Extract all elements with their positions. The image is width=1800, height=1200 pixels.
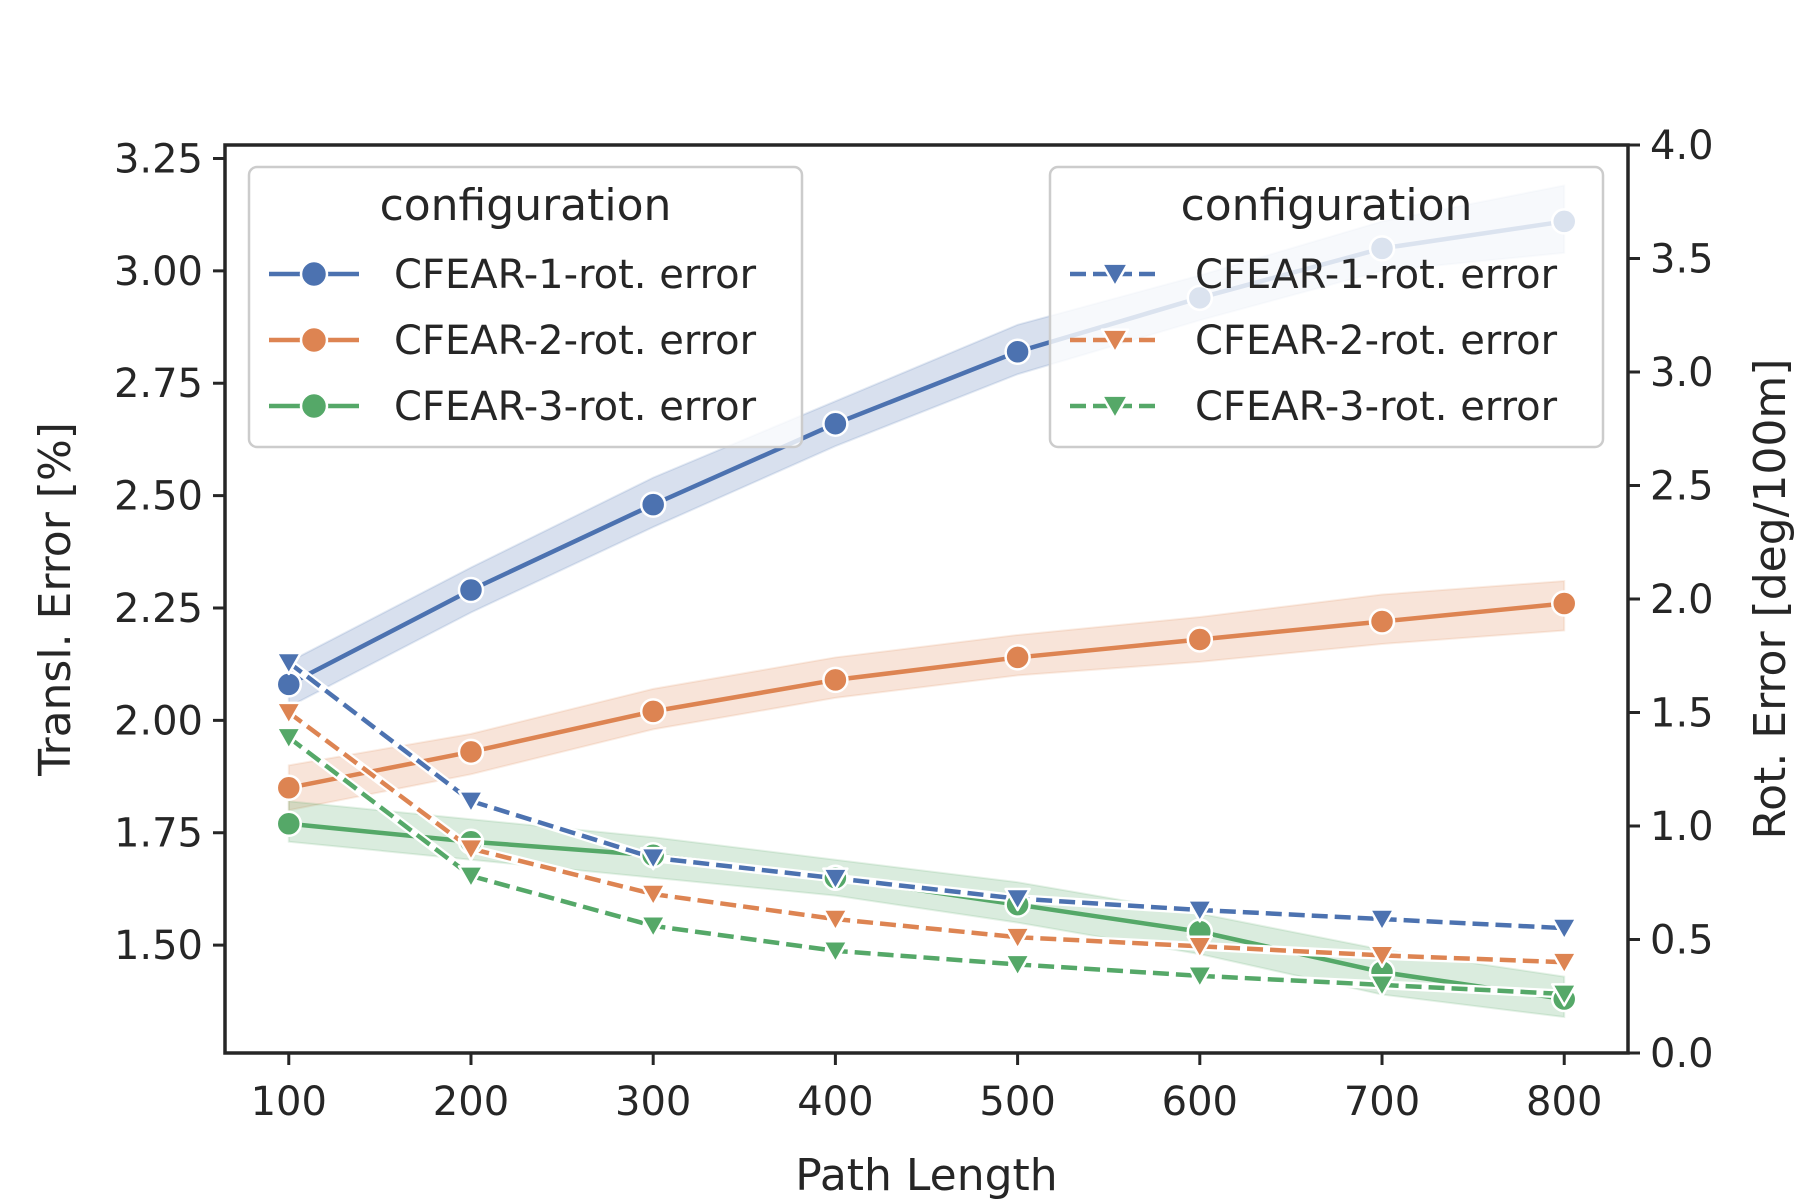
y-right-tick-label: 1.5 (1650, 691, 1714, 737)
rot-point-3-2 (457, 865, 485, 889)
transl-point-2-8 (1550, 590, 1578, 617)
legend-entry-label: CFEAR-2-rot. error (394, 318, 757, 364)
x-tick-label: 300 (615, 1079, 691, 1125)
y-right-tick-label: 3.0 (1650, 350, 1714, 396)
x-tick-label: 200 (433, 1079, 509, 1125)
transl-point-2-1 (275, 774, 303, 802)
x-tick-label: 500 (979, 1079, 1055, 1125)
y-right-tick-label: 1.0 (1650, 804, 1714, 850)
y-left-tick-label: 1.50 (114, 923, 203, 969)
legend-swatch-marker (1100, 262, 1130, 288)
legend-top-left: configuration CFEAR-1-rot. error CFEAR-2-r… (247, 165, 804, 449)
rot-point-2-6 (1186, 935, 1214, 959)
rot-point-2-7 (1368, 944, 1396, 969)
y-right-axis-title: Rot. Error [deg/100m] (1745, 359, 1796, 840)
transl-line-2 (288, 601, 1565, 790)
series-markers (275, 208, 1578, 1013)
y-left-tick-label: 2.00 (114, 698, 203, 744)
transl-point-1-2 (457, 576, 485, 604)
axes: 100 200 300 400 500 600 700 800 1.50 1.75 2.00 2.25… (30, 123, 1796, 1200)
rot-point-3-5 (1004, 953, 1031, 978)
legend-title: configuration (380, 180, 672, 231)
confidence-band-2 (287, 579, 1566, 812)
rot-point-1-3 (639, 846, 667, 871)
y-left-tick-label: 2.50 (114, 474, 203, 520)
rot-point-3-3 (639, 915, 667, 939)
transl-point-2-5 (1004, 644, 1031, 671)
legend-entry-label: CFEAR-3-rot. error (1195, 384, 1558, 430)
legend-entry-label: CFEAR-2-rot. error (1195, 318, 1558, 364)
legend-entry-label: CFEAR-1-rot. error (1195, 252, 1558, 298)
transl-point-1-4 (822, 410, 849, 437)
rot-point-2-5 (1004, 926, 1031, 950)
x-tick-label: 600 (1162, 1079, 1238, 1125)
legend-swatch-marker (299, 325, 329, 355)
y-left-tick-label: 3.00 (114, 249, 203, 295)
legend-top-right: configuration CFEAR-1-rot. error CFEAR-2-r… (1048, 165, 1605, 449)
legend-swatch-marker (1100, 394, 1130, 420)
legend-swatch-marker (1100, 328, 1130, 354)
legend-swatch-marker (299, 391, 329, 421)
rot-point-1-6 (1186, 899, 1214, 923)
y-left-axis-title: Transl. Error [%] (30, 422, 81, 777)
transl-point-2-3 (639, 698, 667, 725)
x-tick-label: 100 (251, 1079, 327, 1125)
transl-point-2-2 (457, 738, 485, 766)
legend-entry-label: CFEAR-3-rot. error (394, 384, 757, 430)
rot-point-3-4 (822, 940, 849, 964)
rot-point-1-8 (1550, 917, 1578, 941)
rot-point-1-4 (822, 867, 849, 891)
rot-point-1-7 (1368, 908, 1396, 932)
rot-point-3-1 (275, 726, 303, 751)
y-right-tick-label: 3.5 (1650, 237, 1714, 283)
y-right-tick-label: 0.5 (1650, 918, 1714, 964)
x-tick-label: 800 (1526, 1079, 1602, 1125)
legends: configuration CFEAR-1-rot. error CFEAR-2-r… (247, 165, 1605, 449)
rot-point-2-4 (822, 908, 849, 932)
transl-point-1-3 (639, 491, 667, 518)
x-tick-label: 700 (1344, 1079, 1420, 1125)
rot-line-1 (287, 660, 1565, 931)
rot-point-3-7 (1368, 974, 1396, 998)
y-left-tick-label: 1.75 (114, 811, 203, 857)
rot-point-2-1 (275, 701, 303, 726)
transl-point-2-6 (1186, 626, 1214, 653)
transl-point-2-7 (1368, 608, 1396, 635)
legend-title: configuration (1181, 180, 1473, 231)
legend-box (1048, 165, 1605, 449)
rot-point-1-2 (457, 790, 485, 814)
rot-point-2-8 (1550, 951, 1578, 975)
transl-point-3-1 (275, 810, 303, 838)
x-axis-title: Path Length (795, 1150, 1057, 1200)
x-tick-label: 400 (797, 1079, 873, 1125)
rot-line-3 (287, 735, 1565, 997)
y-left-tick-label: 2.75 (114, 361, 203, 407)
rot-line-2 (287, 710, 1565, 965)
rot-point-1-5 (1004, 887, 1031, 912)
y-left-tick-label: 2.25 (114, 586, 203, 632)
legend-swatch-marker (299, 259, 329, 289)
transl-point-2-4 (822, 666, 849, 694)
transl-point-1-5 (1004, 338, 1031, 366)
y-right-tick-label: 2.5 (1650, 464, 1714, 510)
transl-point-1-1 (275, 671, 303, 698)
y-right-tick-label: 4.0 (1650, 123, 1714, 169)
rot-point-1-1 (275, 651, 303, 676)
rot-point-3-8 (1550, 983, 1578, 1007)
confidence-band-3 (287, 800, 1566, 1019)
legend-box (247, 165, 804, 449)
y-right-tick-label: 2.0 (1650, 577, 1714, 623)
rot-point-2-2 (457, 837, 485, 862)
y-right-tick-label: 0.0 (1650, 1031, 1714, 1077)
rot-point-2-3 (639, 883, 667, 907)
y-left-tick-label: 3.25 (114, 136, 203, 182)
rot-point-3-6 (1186, 964, 1214, 989)
legend-entry-label: CFEAR-1-rot. error (394, 252, 757, 298)
